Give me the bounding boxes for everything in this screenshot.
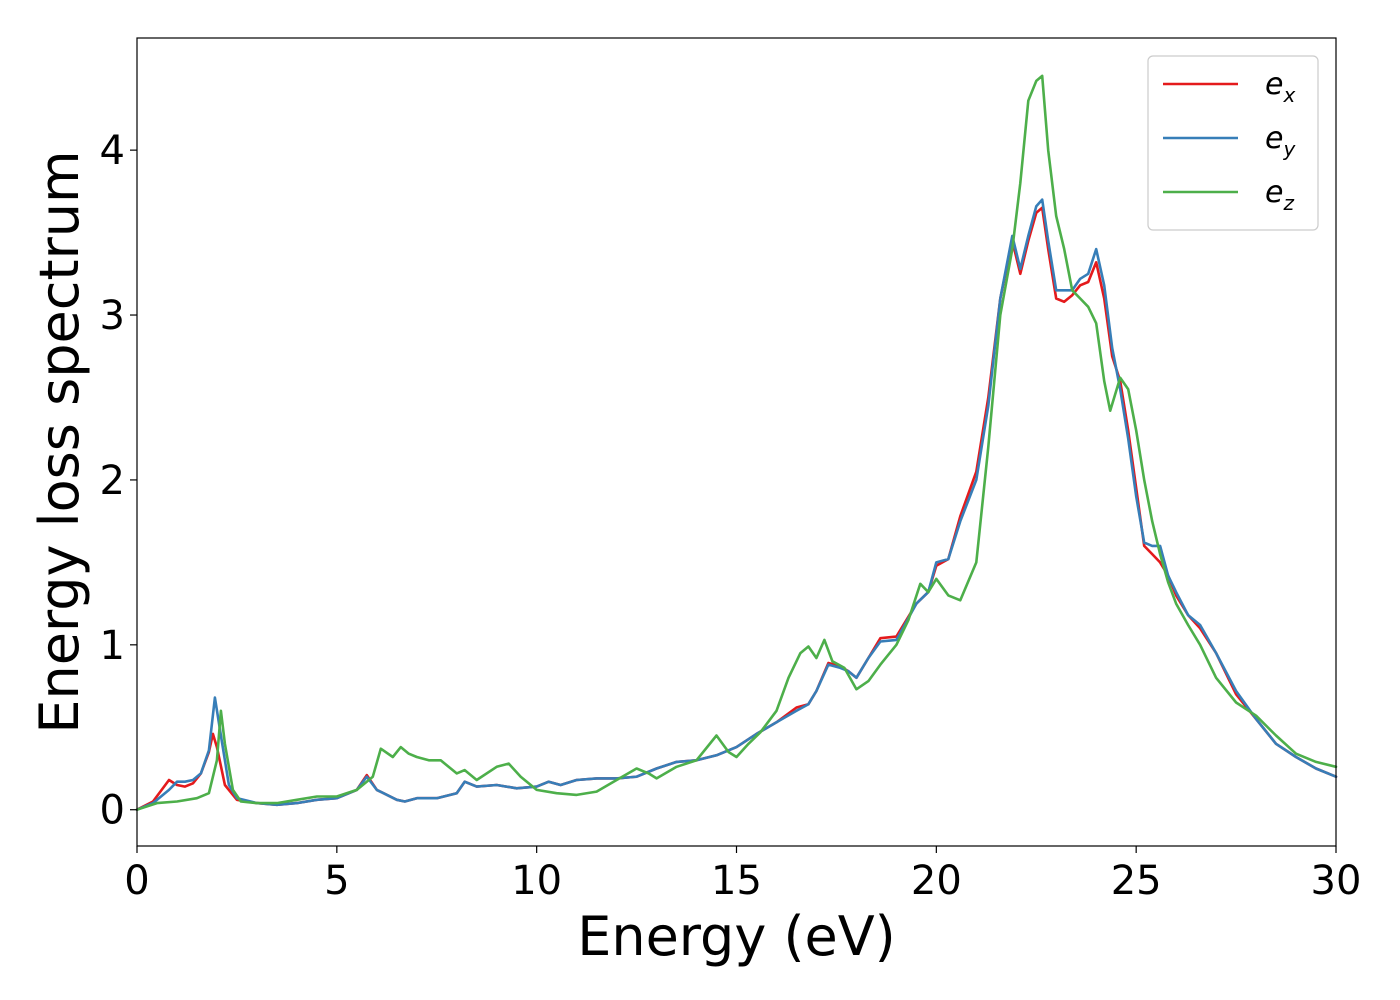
x-tick-label: 5: [324, 858, 349, 904]
legend-label-subscript: y: [1282, 137, 1296, 161]
series-line-y: [135, 198, 1338, 811]
y-axis-ticks: 0 1 2 3 4: [100, 128, 137, 834]
legend-box: [1147, 55, 1319, 231]
y-tick-label: 3: [100, 293, 125, 339]
legend-label-base: e: [1265, 67, 1283, 102]
x-tick-label: 20: [911, 858, 962, 904]
series-line-x: [135, 206, 1338, 811]
y-tick-label: 0: [100, 788, 125, 834]
legend-label-z: ez: [1265, 175, 1294, 215]
x-tick-label: 0: [124, 858, 149, 904]
x-axis-title: Energy (eV): [577, 905, 896, 968]
x-tick-label: 10: [511, 858, 562, 904]
legend-label-base: e: [1265, 121, 1283, 156]
series-line-z: [135, 74, 1338, 811]
y-axis-title: Energy loss spectrum: [28, 150, 91, 733]
y-tick-label: 1: [100, 623, 125, 669]
series-layer: [135, 74, 1338, 811]
x-tick-label: 25: [1111, 858, 1162, 904]
legend-label-x: ex: [1265, 67, 1295, 107]
y-tick-label: 4: [100, 128, 125, 174]
legend-label-base: e: [1265, 175, 1283, 210]
legend-label-y: ey: [1265, 121, 1296, 161]
legend-label-subscript: x: [1282, 83, 1295, 107]
x-axis-ticks: 0 5 10 15 20 25 30: [124, 846, 1361, 904]
legend-label-subscript: z: [1282, 191, 1294, 215]
x-tick-label: 15: [711, 858, 762, 904]
x-tick-label: 30: [1311, 858, 1362, 904]
y-tick-label: 2: [100, 458, 125, 504]
